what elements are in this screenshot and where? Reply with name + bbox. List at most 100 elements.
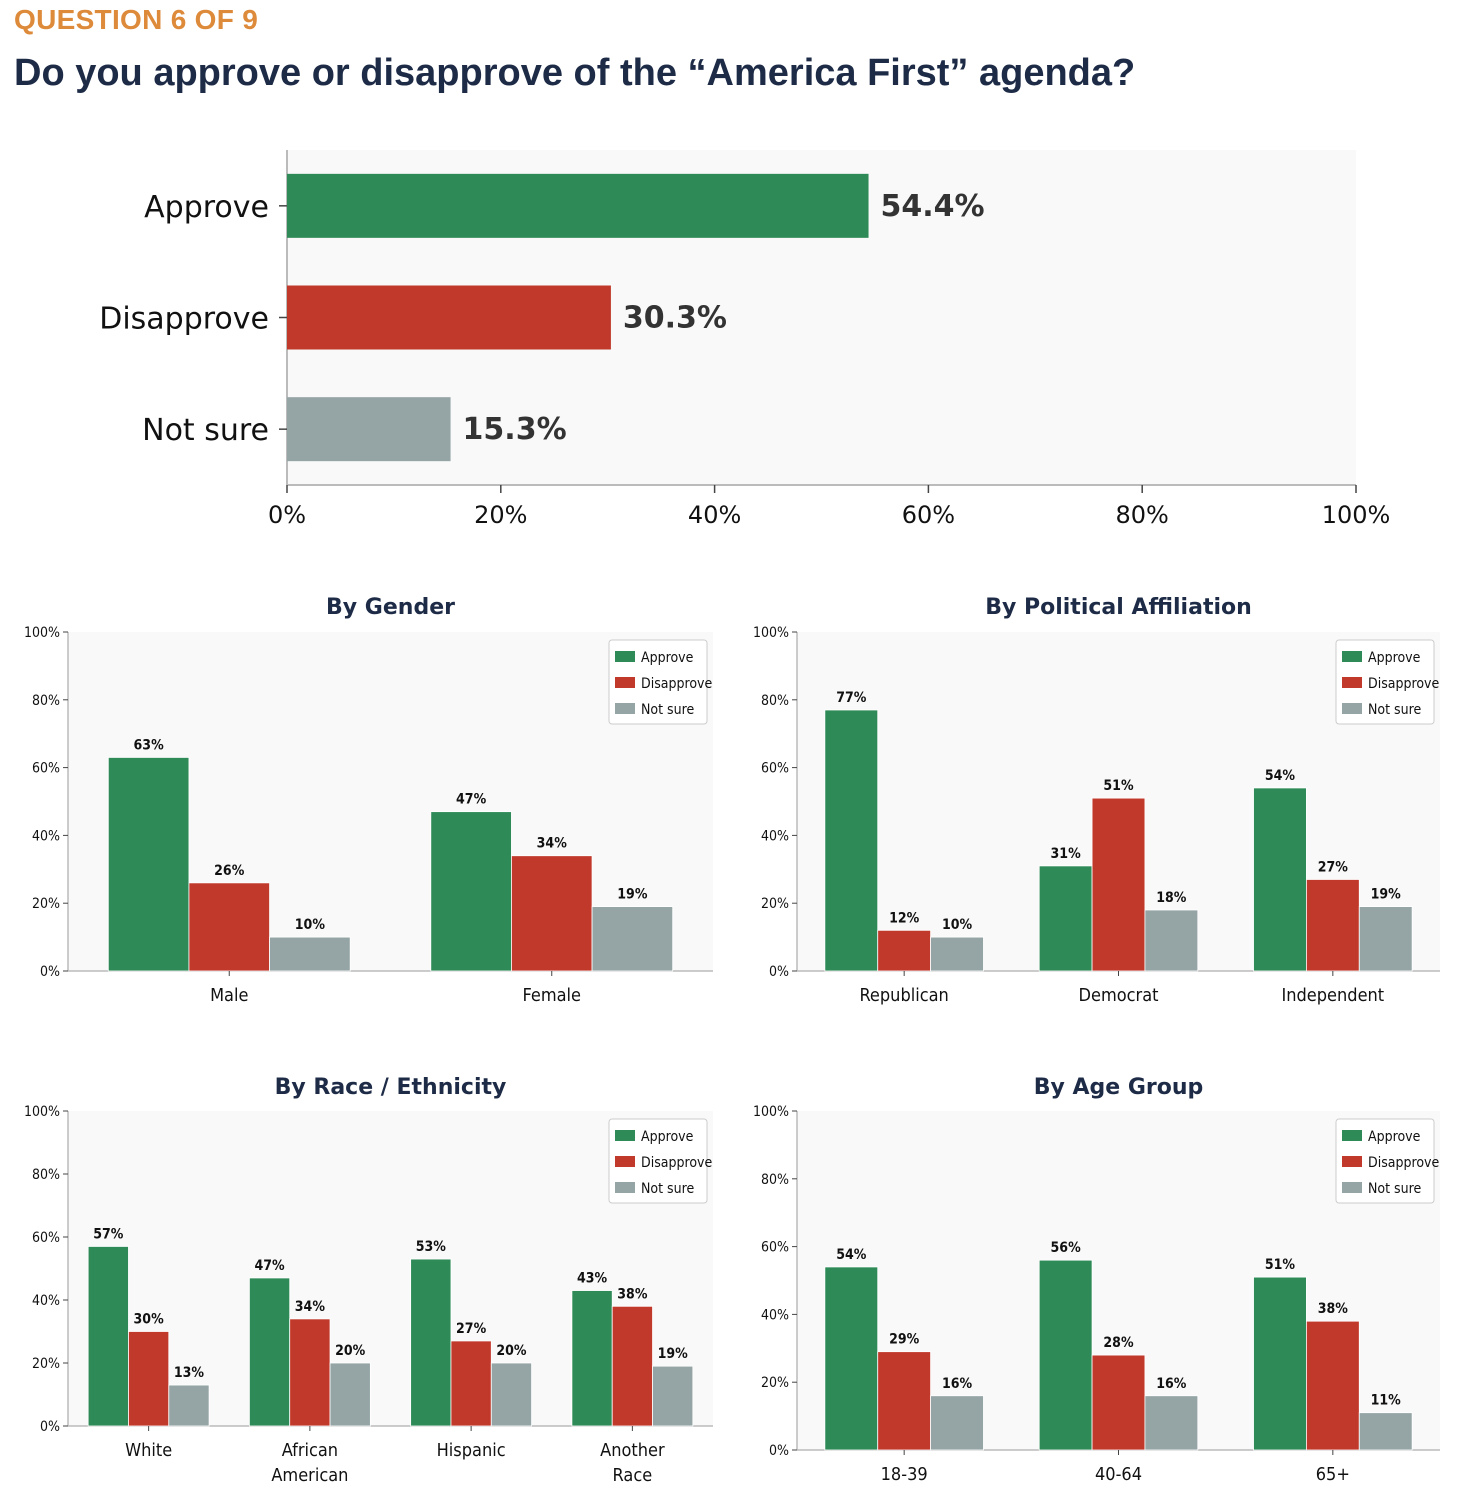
bar-not-sure	[269, 936, 351, 972]
value-label: 27%	[456, 1321, 487, 1337]
question-number: QUESTION 6 OF 9	[14, 4, 259, 35]
value-label: 12%	[889, 910, 920, 926]
bar-approve	[1038, 1259, 1093, 1451]
legend-swatch	[1342, 1182, 1362, 1193]
bar-approve	[824, 1266, 879, 1451]
race-bar-chart: By Race / Ethnicity 0% 20% 40% 60% 80% 100% 57%…	[24, 1075, 713, 1486]
legend-label: Approve	[641, 1129, 694, 1145]
y-tick-label: 60%	[32, 761, 60, 777]
x-tick-label: 65+	[1316, 1464, 1350, 1485]
bar-not-sure	[930, 1395, 984, 1451]
y-tick-label: 100%	[753, 625, 789, 641]
y-tick-label: 100%	[24, 625, 60, 641]
value-label: 34%	[295, 1299, 326, 1315]
y-tick-label: 80%	[32, 1167, 60, 1183]
bar-disapprove	[877, 1351, 932, 1451]
party-bar-chart: By Political Affiliation 0% 20% 40% 60% 80% 10…	[753, 595, 1440, 1006]
legend-swatch	[1342, 651, 1362, 662]
bar-approve	[1253, 787, 1307, 972]
bar-disapprove	[1091, 1354, 1146, 1451]
value-label: 54.4%	[881, 189, 985, 224]
y-tick-label: 60%	[761, 761, 789, 777]
bar-disapprove	[611, 1305, 653, 1427]
bar-approve	[571, 1290, 613, 1427]
x-tick-label: Race	[613, 1465, 653, 1486]
y-tick-label: 0%	[769, 1443, 789, 1459]
y-tick-label: 80%	[32, 693, 60, 709]
x-tick-label: 0%	[268, 501, 306, 529]
value-label: 38%	[617, 1286, 648, 1302]
legend-label: Disapprove	[641, 676, 712, 692]
bar-approve	[87, 1246, 129, 1427]
y-tick-label: 100%	[753, 1104, 789, 1120]
bar-approve	[287, 173, 869, 238]
y-tick-label: 0%	[40, 964, 60, 980]
value-label: 34%	[537, 836, 568, 852]
x-tick-label: American	[271, 1465, 348, 1486]
value-label: 10%	[295, 917, 326, 933]
y-tick-label: Not sure	[142, 413, 269, 448]
legend-swatch	[615, 1130, 635, 1141]
y-tick-label: 40%	[32, 1293, 60, 1309]
legend-swatch	[615, 651, 635, 662]
value-label: 47%	[254, 1258, 285, 1274]
y-tick-label: 100%	[24, 1104, 60, 1120]
value-label: 20%	[335, 1343, 366, 1359]
x-tick-label: Female	[523, 985, 581, 1006]
legend-swatch	[1342, 703, 1362, 714]
bar-approve	[410, 1258, 452, 1427]
value-label: 51%	[1265, 1257, 1296, 1273]
chart-title: By Political Affiliation	[985, 595, 1252, 620]
x-tick-label: African	[282, 1440, 338, 1461]
x-tick-label: 40-64	[1095, 1464, 1142, 1485]
legend-label: Approve	[641, 650, 694, 666]
chart-title: By Age Group	[1034, 1075, 1204, 1100]
value-label: 53%	[416, 1239, 447, 1255]
value-label: 54%	[836, 1247, 867, 1263]
value-label: 19%	[617, 887, 648, 903]
legend-swatch	[1342, 1130, 1362, 1141]
legend-swatch	[615, 1156, 635, 1167]
x-tick-label: Independent	[1281, 985, 1384, 1006]
bar-not-sure	[490, 1362, 532, 1427]
legend-label: Not sure	[1368, 702, 1421, 718]
legend-label: Not sure	[641, 1181, 694, 1197]
value-label: 15.3%	[463, 412, 567, 447]
bar-disapprove	[511, 855, 593, 972]
value-label: 43%	[577, 1271, 608, 1287]
legend-label: Disapprove	[1368, 676, 1439, 692]
y-tick-label: 0%	[769, 964, 789, 980]
legend-label: Not sure	[1368, 1181, 1421, 1197]
value-label: 19%	[658, 1346, 689, 1362]
bar-not-sure	[329, 1362, 371, 1427]
bar-not-sure	[1144, 1395, 1199, 1451]
value-label: 30%	[134, 1312, 165, 1328]
bar-approve	[430, 811, 512, 972]
y-tick-label: Disapprove	[99, 302, 269, 337]
value-label: 38%	[1318, 1301, 1349, 1317]
bar-not-sure	[591, 906, 674, 972]
y-tick-label: 80%	[761, 693, 789, 709]
value-label: 54%	[1265, 768, 1296, 784]
bar-not-sure	[1358, 1412, 1413, 1451]
legend-swatch	[615, 703, 635, 714]
legend-swatch	[615, 677, 635, 688]
bar-disapprove	[289, 1318, 331, 1427]
value-label: 77%	[836, 690, 867, 706]
bar-not-sure	[930, 936, 984, 972]
y-tick-label: 40%	[32, 828, 60, 844]
bar-disapprove	[128, 1331, 170, 1427]
value-label: 20%	[496, 1343, 527, 1359]
value-label: 57%	[93, 1226, 124, 1242]
bar-disapprove	[877, 929, 932, 972]
y-tick-label: 60%	[32, 1230, 60, 1246]
gender-bar-chart: By Gender 0% 20% 40% 60% 80% 100% 63% 26% 10% Male…	[24, 595, 713, 1006]
x-tick-label: 40%	[688, 501, 741, 529]
bar-approve	[107, 757, 190, 972]
y-tick-label: 20%	[32, 1356, 60, 1372]
legend-swatch	[615, 1182, 635, 1193]
x-tick-label: 20%	[474, 501, 527, 529]
y-tick-label: 80%	[761, 1172, 789, 1188]
legend-label: Disapprove	[641, 1155, 712, 1171]
x-tick-label: Hispanic	[437, 1440, 506, 1461]
